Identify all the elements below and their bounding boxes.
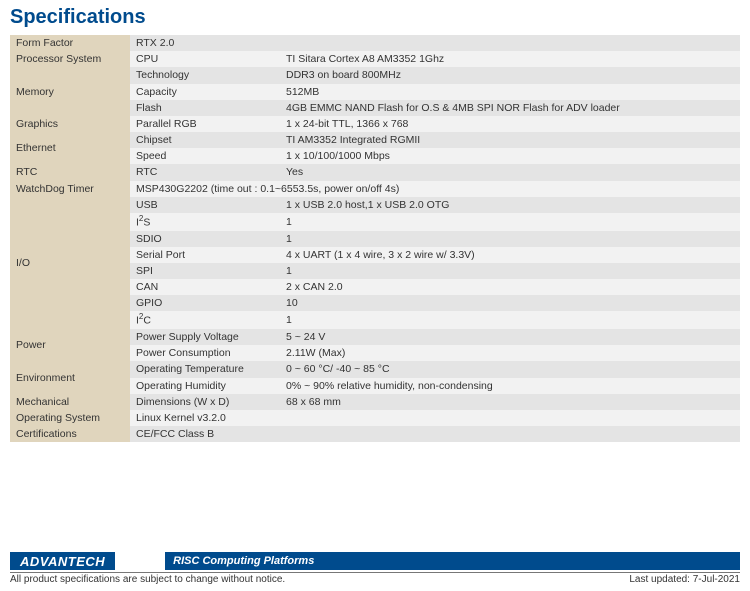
category-cell: I/O <box>10 197 130 329</box>
value-cell: 0 ~ 60 °C/ -40 ~ 85 °C <box>280 361 740 377</box>
subcategory-cell: Operating Humidity <box>130 378 280 394</box>
subcategory-cell: SDIO <box>130 231 280 247</box>
category-cell: Ethernet <box>10 132 130 164</box>
table-row: EthernetChipsetTI AM3352 Integrated RGMI… <box>10 132 740 148</box>
category-cell: Certifications <box>10 426 130 442</box>
value-cell: Linux Kernel v3.2.0 <box>130 410 740 426</box>
value-cell: 0% ~ 90% relative humidity, non-condensi… <box>280 378 740 394</box>
subcategory-cell: RTC <box>130 164 280 180</box>
table-row: Processor SystemCPUTI Sitara Cortex A8 A… <box>10 51 740 67</box>
category-cell: Graphics <box>10 116 130 132</box>
value-cell: 1 x 10/100/1000 Mbps <box>280 148 740 164</box>
table-row: I/OUSB1 x USB 2.0 host,1 x USB 2.0 OTG <box>10 197 740 213</box>
value-cell: MSP430G2202 (time out : 0.1~6553.5s, pow… <box>130 181 740 197</box>
table-row: Operating SystemLinux Kernel v3.2.0 <box>10 410 740 426</box>
subcategory-cell: Capacity <box>130 84 280 100</box>
value-cell: 1 x USB 2.0 host,1 x USB 2.0 OTG <box>280 197 740 213</box>
last-updated-text: Last updated: 7-Jul-2021 <box>629 574 740 585</box>
value-cell: 2.11W (Max) <box>280 345 740 361</box>
subcategory-cell: Speed <box>130 148 280 164</box>
category-cell: Memory <box>10 67 130 116</box>
subcategory-cell: USB <box>130 197 280 213</box>
category-cell: Form Factor <box>10 35 130 51</box>
value-cell: Yes <box>280 164 740 180</box>
value-cell: 1 <box>280 311 740 329</box>
category-cell: Environment <box>10 361 130 393</box>
subcategory-cell: Serial Port <box>130 247 280 263</box>
brand-logo: ADVANTECH <box>10 552 115 570</box>
footer: ADVANTECH RISC Computing Platforms All p… <box>0 552 750 591</box>
table-row: WatchDog TimerMSP430G2202 (time out : 0.… <box>10 181 740 197</box>
table-row: GraphicsParallel RGB1 x 24-bit TTL, 1366… <box>10 116 740 132</box>
category-cell: Mechanical <box>10 394 130 410</box>
table-row: EnvironmentOperating Temperature0 ~ 60 °… <box>10 361 740 377</box>
value-cell: TI AM3352 Integrated RGMII <box>280 132 740 148</box>
category-cell: WatchDog Timer <box>10 181 130 197</box>
disclaimer-text: All product specifications are subject t… <box>10 574 285 585</box>
table-row: PowerPower Supply Voltage5 ~ 24 V <box>10 329 740 345</box>
table-row: MemoryTechnologyDDR3 on board 800MHz <box>10 67 740 83</box>
subcategory-cell: SPI <box>130 263 280 279</box>
subcategory-cell: Technology <box>130 67 280 83</box>
value-cell: 1 <box>280 231 740 247</box>
platform-label: RISC Computing Platforms <box>165 552 740 570</box>
subcategory-cell: Power Consumption <box>130 345 280 361</box>
subcategory-cell: Power Supply Voltage <box>130 329 280 345</box>
value-cell: 68 x 68 mm <box>280 394 740 410</box>
value-cell: 4GB EMMC NAND Flash for O.S & 4MB SPI NO… <box>280 100 740 116</box>
table-row: MechanicalDimensions (W x D)68 x 68 mm <box>10 394 740 410</box>
value-cell: CE/FCC Class B <box>130 426 740 442</box>
subcategory-cell: Dimensions (W x D) <box>130 394 280 410</box>
subcategory-cell: Operating Temperature <box>130 361 280 377</box>
value-cell: 2 x CAN 2.0 <box>280 279 740 295</box>
subcategory-cell: CPU <box>130 51 280 67</box>
category-cell: RTC <box>10 164 130 180</box>
value-cell: 512MB <box>280 84 740 100</box>
category-cell: Processor System <box>10 51 130 67</box>
value-cell: 1 x 24-bit TTL, 1366 x 768 <box>280 116 740 132</box>
value-cell: 1 <box>280 263 740 279</box>
value-cell: RTX 2.0 <box>130 35 740 51</box>
table-row: CertificationsCE/FCC Class B <box>10 426 740 442</box>
value-cell: DDR3 on board 800MHz <box>280 67 740 83</box>
subcategory-cell: GPIO <box>130 295 280 311</box>
subcategory-cell: Chipset <box>130 132 280 148</box>
table-row: RTCRTCYes <box>10 164 740 180</box>
value-cell: 4 x UART (1 x 4 wire, 3 x 2 wire w/ 3.3V… <box>280 247 740 263</box>
value-cell: TI Sitara Cortex A8 AM3352 1Ghz <box>280 51 740 67</box>
value-cell: 5 ~ 24 V <box>280 329 740 345</box>
subcategory-cell: Parallel RGB <box>130 116 280 132</box>
spec-table: Form FactorRTX 2.0Processor SystemCPUTI … <box>10 35 740 442</box>
page-title: Specifications <box>10 6 740 29</box>
category-cell: Operating System <box>10 410 130 426</box>
subcategory-cell: I2S <box>130 213 280 231</box>
subcategory-cell: Flash <box>130 100 280 116</box>
value-cell: 10 <box>280 295 740 311</box>
category-cell: Power <box>10 329 130 361</box>
subcategory-cell: I2C <box>130 311 280 329</box>
table-row: Form FactorRTX 2.0 <box>10 35 740 51</box>
subcategory-cell: CAN <box>130 279 280 295</box>
value-cell: 1 <box>280 213 740 231</box>
